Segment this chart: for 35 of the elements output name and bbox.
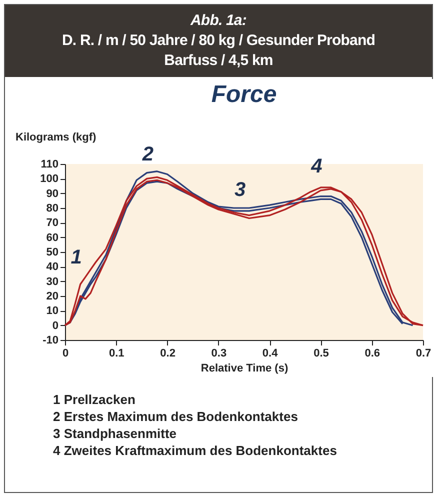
annotation: 1 bbox=[70, 246, 82, 268]
x-tick-label: 0.5 bbox=[314, 348, 329, 360]
text: D. R. / m / 50 Jahre / 80 kg / Gesunder Proband bbox=[61, 31, 376, 51]
x-tick-label: 0.6 bbox=[364, 348, 380, 360]
y-axis-title: Kilograms (kgf) bbox=[16, 132, 97, 144]
y-tick-label: 50 bbox=[46, 246, 58, 258]
y-tick-label: 30 bbox=[46, 276, 58, 288]
annotation: 4 bbox=[310, 155, 322, 178]
x-tick-label: 0.7 bbox=[416, 348, 432, 360]
y-tick-label: 100 bbox=[40, 173, 58, 186]
y-tick-label: 60 bbox=[46, 232, 58, 244]
x-tick-label: 0 bbox=[62, 348, 69, 360]
annotation: 2 bbox=[141, 144, 154, 166]
y-tick-label: -10 bbox=[42, 334, 58, 346]
x-tick-label: 0.4 bbox=[262, 348, 279, 360]
text: 3 Standphasenmitte bbox=[53, 425, 178, 442]
x-tick-label: 0.1 bbox=[108, 348, 124, 360]
y-tick-label: 20 bbox=[46, 290, 58, 302]
x-tick-label: 0.2 bbox=[160, 348, 176, 360]
y-tick-label: 40 bbox=[46, 261, 58, 274]
annotation: 3 bbox=[234, 178, 246, 201]
text: 4 Zweites Kraftmaximum des Bodenkontaktes bbox=[53, 442, 338, 459]
y-tick-label: 110 bbox=[40, 158, 58, 170]
y-tick-label: 80 bbox=[46, 202, 58, 214]
text: 1 Prellzacken bbox=[53, 391, 136, 408]
text: 2 Erstes Maximum des Bodenkontaktes bbox=[53, 408, 299, 425]
x-tick-label: 0.3 bbox=[211, 348, 227, 360]
text: Barfuss / 4,5 km bbox=[163, 51, 274, 71]
chart-title: Force bbox=[211, 81, 277, 108]
x-axis-title: Relative Time (s) bbox=[200, 362, 288, 374]
y-tick-label: 70 bbox=[46, 217, 58, 230]
y-tick-label: 10 bbox=[46, 305, 58, 318]
y-tick-label: 0 bbox=[52, 320, 58, 332]
caption: Abb. 1a: bbox=[189, 11, 248, 31]
y-tick-label: 90 bbox=[46, 188, 58, 200]
